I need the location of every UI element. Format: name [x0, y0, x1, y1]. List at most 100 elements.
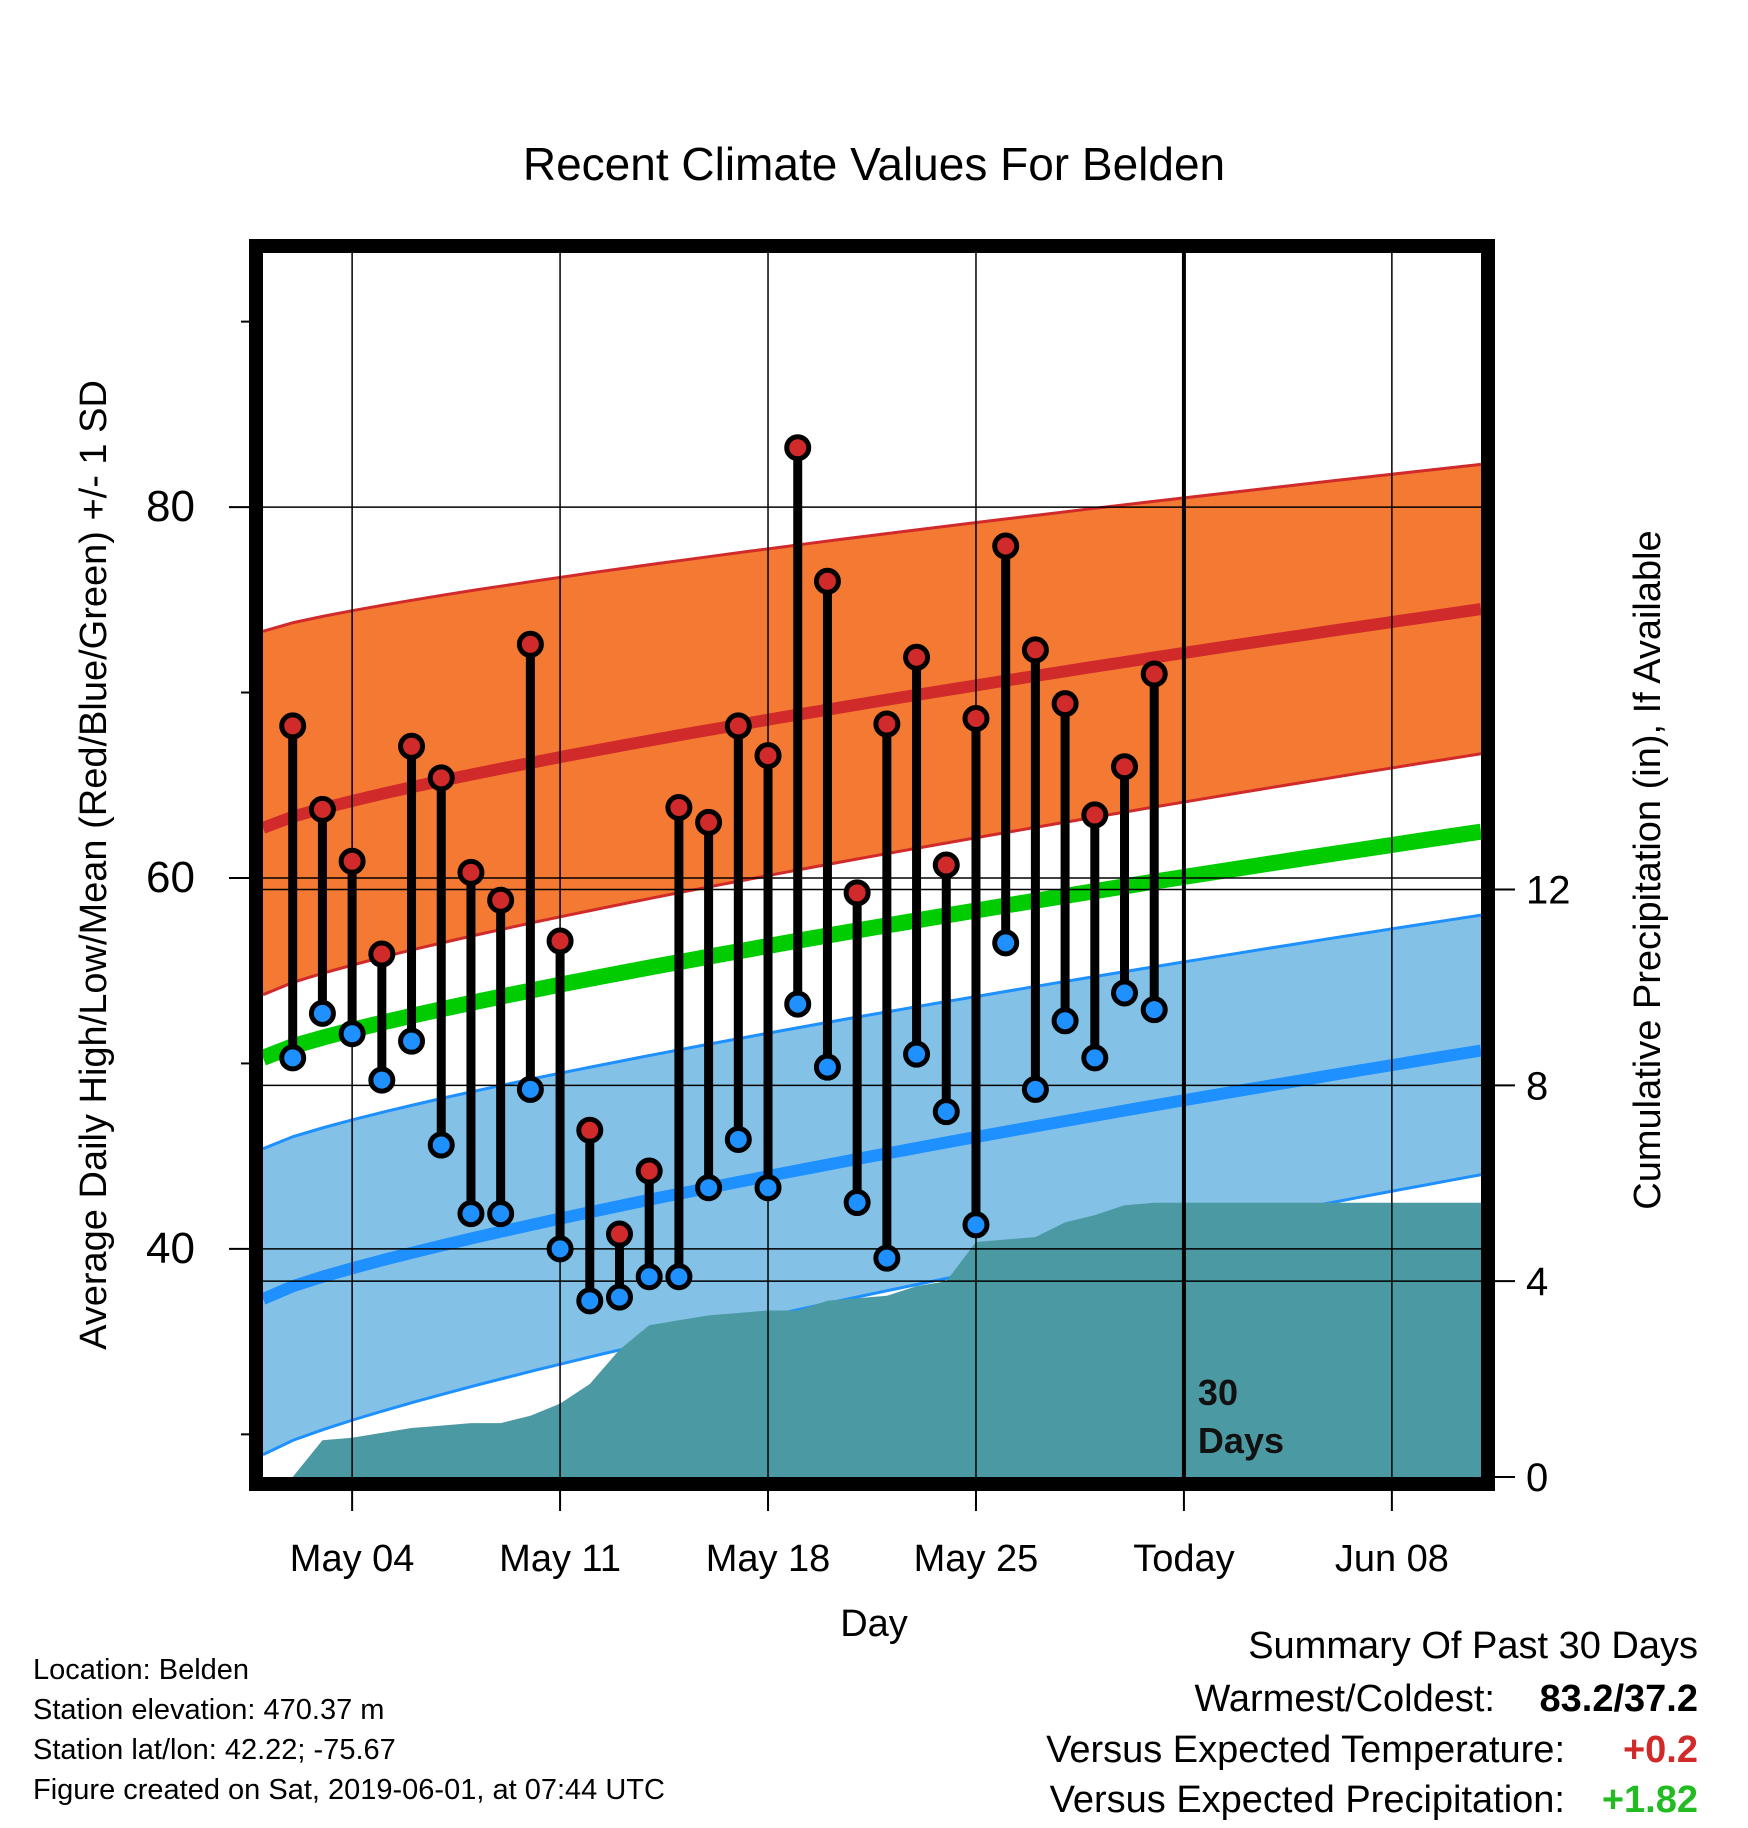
- summary-heading: Summary Of Past 30 Days: [1248, 1625, 1698, 1667]
- plot-frame: [249, 239, 1495, 1491]
- y-right-tick-label: 8: [1526, 1064, 1548, 1108]
- x-axis-label: Day: [840, 1603, 908, 1645]
- daily-high-point: [546, 927, 574, 955]
- daily-low-point: [487, 1200, 515, 1228]
- daily-high-point: [1140, 660, 1168, 688]
- daily-high-point: [279, 712, 307, 740]
- daily-high-point: [1111, 753, 1139, 781]
- daily-high-point: [665, 794, 693, 822]
- daily-low-point: [903, 1040, 931, 1068]
- daily-low-point: [1140, 996, 1168, 1024]
- daily-low-point: [1021, 1075, 1049, 1103]
- daily-high-point: [368, 940, 396, 968]
- daily-low-point: [546, 1235, 574, 1263]
- y-left-tick-label: 40: [146, 1224, 195, 1273]
- daily-high-point: [398, 732, 426, 760]
- daily-low-point: [457, 1200, 485, 1228]
- daily-low-point: [843, 1189, 871, 1217]
- x-tick-label: Jun 08: [1335, 1538, 1449, 1580]
- daily-low-point: [873, 1244, 901, 1272]
- daily-low-point: [754, 1174, 782, 1202]
- daily-low-point: [962, 1211, 990, 1239]
- daily-high-point: [576, 1116, 604, 1144]
- x-tick-label: May 18: [706, 1538, 831, 1580]
- high-band-lower-edge: [263, 752, 1481, 997]
- info-created: Figure created on Sat, 2019-06-01, at 07…: [33, 1774, 665, 1806]
- daily-low-point: [992, 929, 1020, 957]
- daily-high-point: [1021, 636, 1049, 664]
- daily-high-point: [754, 742, 782, 770]
- info-latlon: Station lat/lon: 42.22; -75.67: [33, 1734, 396, 1766]
- daily-low-point: [338, 1020, 366, 1048]
- y-left-tick-label: 60: [146, 853, 195, 902]
- y-right-tick-label: 0: [1526, 1456, 1548, 1500]
- daily-low-point: [427, 1131, 455, 1159]
- daily-low-point: [695, 1174, 723, 1202]
- daily-low-point: [308, 999, 336, 1027]
- daily-high-point: [457, 858, 485, 886]
- station-info: Location: Belden Station elevation: 470.…: [33, 1654, 665, 1806]
- summary-warm-value: 83.2/37.2: [1540, 1678, 1698, 1720]
- daily-high-point: [338, 847, 366, 875]
- low-band-upper-edge: [263, 913, 1481, 1151]
- info-location: Location: Belden: [33, 1654, 249, 1686]
- normal-low-line: [263, 1044, 1481, 1305]
- daily-low-point: [368, 1066, 396, 1094]
- daily-high-point: [992, 532, 1020, 560]
- axes: May 04 May 11 May 18 May 25 Today Jun 0840608…: [146, 239, 1571, 1580]
- y-right-tick-label: 12: [1526, 868, 1571, 912]
- daily-low-point: [1111, 979, 1139, 1007]
- daily-low-point: [1081, 1044, 1109, 1072]
- chart-title: Recent Climate Values For Belden: [523, 138, 1225, 190]
- daily-low-point: [932, 1098, 960, 1126]
- daily-low-point: [516, 1075, 544, 1103]
- daily-low-point: [635, 1263, 663, 1291]
- y-right-tick-label: 4: [1526, 1260, 1548, 1304]
- high-sd-band: [263, 464, 1481, 995]
- y-axis-left-label: Average Daily High/Low/Mean (Red/Blue/Gr…: [73, 380, 115, 1350]
- daily-high-point: [1081, 801, 1109, 829]
- summary-precip-label: Versus Expected Precipitation:: [1050, 1779, 1565, 1821]
- y-axis-right-label: Cumulative Precipitation (in), If Availa…: [1627, 530, 1669, 1209]
- x-tick-label: May 25: [914, 1538, 1039, 1580]
- y-left-tick-label: 80: [146, 482, 195, 531]
- plot-area: 30 Days: [263, 253, 1481, 1477]
- x-tick-label: Today: [1133, 1538, 1234, 1580]
- today-label-line2: Days: [1198, 1420, 1284, 1461]
- daily-low-point: [665, 1263, 693, 1291]
- daily-low-point: [576, 1287, 604, 1315]
- high-band-upper-edge: [263, 462, 1481, 633]
- daily-high-point: [724, 712, 752, 740]
- daily-low-point: [1051, 1007, 1079, 1035]
- summary-precip-value: +1.82: [1602, 1779, 1698, 1821]
- daily-high-point: [1051, 690, 1079, 718]
- daily-high-point: [813, 567, 841, 595]
- summary-warm-label: Warmest/Coldest:: [1194, 1678, 1495, 1720]
- summary-temp-label: Versus Expected Temperature:: [1046, 1729, 1565, 1771]
- daily-high-point: [308, 795, 336, 823]
- daily-high-point: [695, 808, 723, 836]
- daily-low-point: [724, 1125, 752, 1153]
- daily-low-point: [813, 1053, 841, 1081]
- daily-high-point: [427, 764, 455, 792]
- daily-high-point: [873, 710, 901, 738]
- daily-high-point: [605, 1220, 633, 1248]
- summary-temp-value: +0.2: [1623, 1729, 1698, 1771]
- daily-low-point: [605, 1283, 633, 1311]
- info-elevation: Station elevation: 470.37 m: [33, 1694, 384, 1726]
- normal-mean-line: [263, 823, 1481, 1066]
- today-label-line1: 30: [1198, 1372, 1238, 1413]
- daily-low-point: [784, 990, 812, 1018]
- daily-low-point: [398, 1027, 426, 1055]
- daily-high-point: [635, 1157, 663, 1185]
- x-tick-label: May 04: [290, 1538, 415, 1580]
- daily-high-point: [487, 886, 515, 914]
- x-tick-label: May 11: [499, 1538, 621, 1580]
- daily-low-point: [279, 1044, 307, 1072]
- daily-high-point: [843, 879, 871, 907]
- daily-high-point: [962, 704, 990, 732]
- daily-high-point: [903, 643, 931, 671]
- daily-high-point: [516, 630, 544, 658]
- normal-high-line: [263, 603, 1481, 834]
